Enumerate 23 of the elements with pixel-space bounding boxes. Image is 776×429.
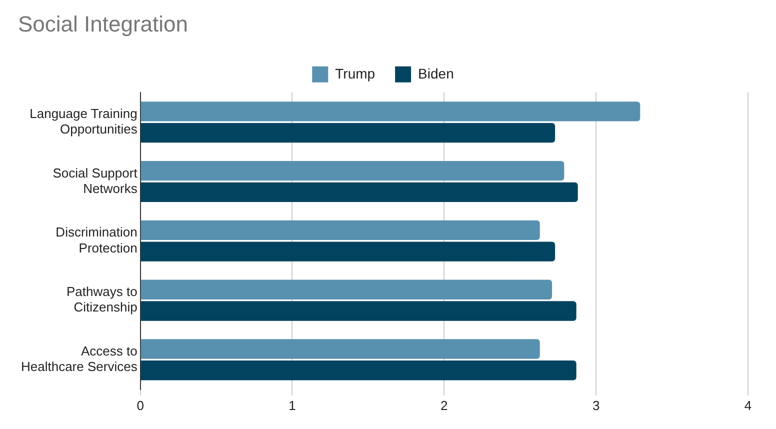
x-tick-label: 2 xyxy=(440,398,448,413)
y-tick-label: Pathways to Citizenship xyxy=(66,284,138,315)
x-tick-label: 3 xyxy=(592,398,600,413)
bar xyxy=(140,301,576,321)
bar xyxy=(140,102,640,122)
bar xyxy=(140,122,556,143)
bar xyxy=(140,182,578,202)
y-tick-label: Social Support Networks xyxy=(52,165,138,196)
chart-title: Social Integration xyxy=(18,11,188,36)
x-tick-label: 0 xyxy=(136,398,144,413)
y-tick-label: Discrimination Protection xyxy=(56,224,138,256)
x-tick-label: 1 xyxy=(288,398,296,413)
bar xyxy=(140,160,564,181)
bar xyxy=(140,220,540,240)
y-tick-label: Language Training Opportunities xyxy=(30,106,138,136)
bar xyxy=(140,242,556,262)
legend-label: Biden xyxy=(418,65,454,82)
x-tick-label: 4 xyxy=(744,398,752,413)
bar xyxy=(140,280,552,300)
bar xyxy=(140,360,576,380)
bar xyxy=(140,339,540,359)
y-tick-label: Access to Healthcare Services xyxy=(21,343,138,374)
legend-label: Trump xyxy=(335,65,376,82)
